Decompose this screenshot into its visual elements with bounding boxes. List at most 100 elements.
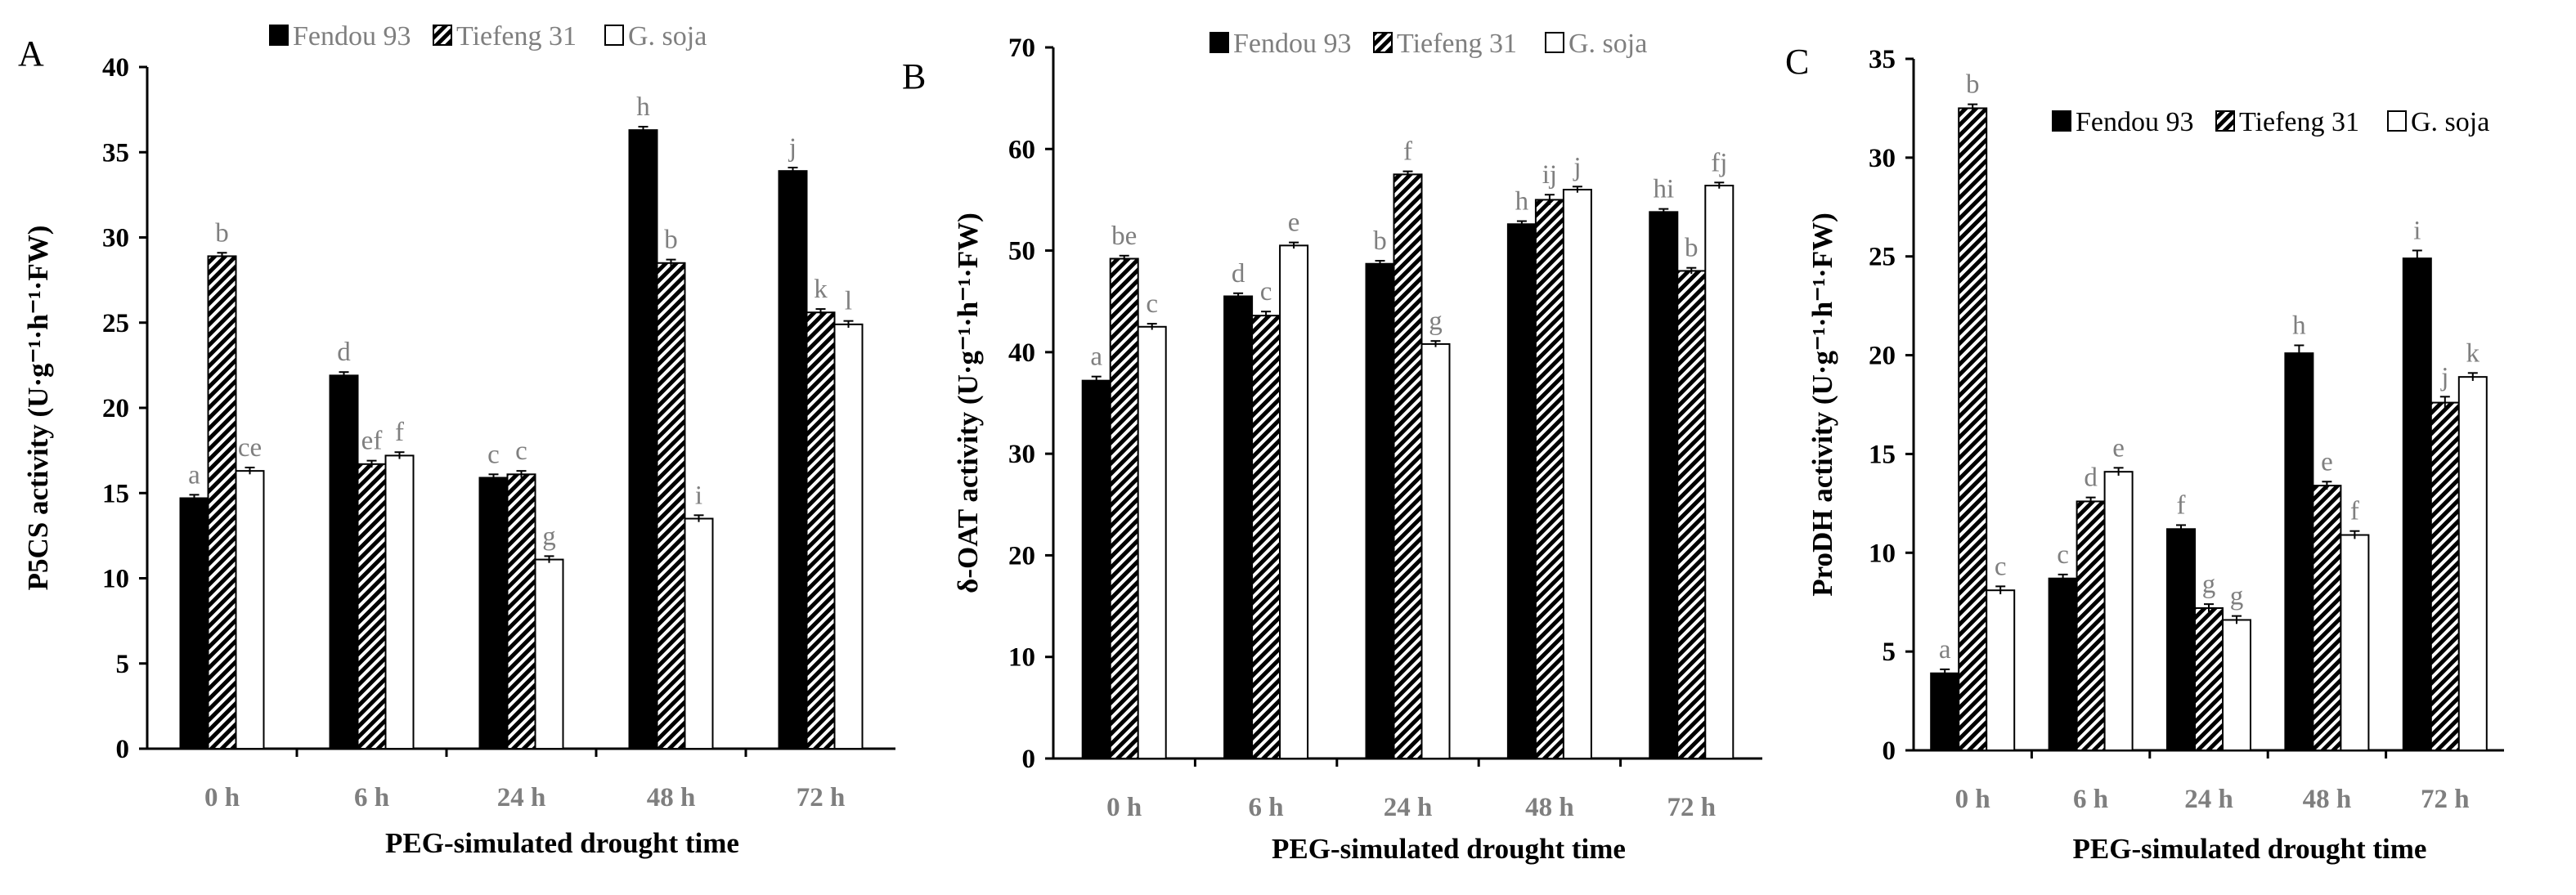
significance-label: f (2350, 497, 2359, 526)
bar-tiefeng-31 (357, 463, 387, 750)
significance-label: l (845, 287, 852, 316)
bar-g-soja (1986, 589, 2016, 751)
significance-label: e (1288, 208, 1300, 238)
significance-label: c (2057, 540, 2069, 570)
bar-fendou-93 (1649, 211, 1679, 760)
bar-fendou-93 (778, 170, 808, 750)
legend-swatch (2052, 110, 2071, 132)
significance-label: e (2321, 447, 2333, 477)
legend-swatch (1545, 32, 1564, 53)
legend-label: Tiefeng 31 (2239, 107, 2359, 137)
significance-label: k (814, 275, 828, 304)
y-tick-label: 10 (1008, 643, 1035, 673)
x-axis-title: PEG-simulated drought time (2073, 833, 2427, 865)
legend: Fendou 93 Tiefeng 31 G. soja (269, 21, 707, 51)
y-tick-label: 70 (1008, 34, 1035, 63)
significance-label: k (2466, 338, 2480, 368)
bar-fendou-93 (2048, 577, 2078, 751)
significance-label: h (636, 92, 650, 122)
significance-label: b (1685, 234, 1699, 263)
x-tick-label: 24 h (2184, 785, 2233, 814)
legend-swatch (269, 25, 289, 46)
bar-g-soja (684, 517, 714, 750)
x-tick-label: 48 h (2303, 785, 2352, 814)
bar-tiefeng-31 (1251, 315, 1281, 760)
bar-g-soja (1562, 189, 1592, 759)
significance-label: h (1515, 187, 1529, 217)
x-tick-label: 24 h (497, 783, 546, 812)
bar-tiefeng-31 (1676, 270, 1707, 759)
significance-label: c (1995, 552, 2007, 581)
y-tick-label: 0 (1022, 745, 1036, 774)
legend-swatch (1373, 32, 1393, 53)
bar-fendou-93 (628, 129, 658, 750)
bar-g-soja (534, 558, 564, 750)
y-tick-label: 30 (102, 224, 129, 253)
panel-letter: B (902, 56, 926, 96)
significance-label: d (1232, 259, 1245, 289)
bar-fendou-93 (1506, 223, 1537, 759)
significance-label: fj (1711, 148, 1727, 177)
y-tick-label: 20 (1008, 541, 1035, 571)
bar-fendou-93 (1365, 262, 1395, 759)
significance-label: j (1573, 152, 1581, 181)
significance-label: g (2202, 570, 2216, 599)
legend-label: G. soja (2411, 107, 2489, 137)
x-tick-label: 72 h (797, 783, 846, 812)
significance-label: e (2112, 433, 2125, 463)
bar-tiefeng-31 (1109, 257, 1139, 759)
significance-label: f (2177, 490, 2186, 520)
y-tick-label: 10 (102, 565, 129, 594)
bar-fendou-93 (2284, 352, 2314, 751)
y-tick-label: 15 (1869, 440, 1896, 469)
significance-label: c (515, 436, 527, 466)
significance-label: g (542, 521, 556, 551)
legend-label: Fendou 93 (2076, 107, 2194, 137)
bar-tiefeng-31 (2076, 500, 2106, 751)
bar-tiefeng-31 (1958, 107, 1988, 751)
significance-label: g (1429, 307, 1443, 336)
chart-panel-b: B 0 10 20 30 40 50 60 70 0 h 6 h 24 h 48 h 72 h a d b h hi… (902, 29, 1762, 865)
y-tick-label: 40 (1008, 338, 1035, 368)
y-tick-label: 25 (102, 309, 129, 338)
bar-tiefeng-31 (207, 255, 237, 750)
y-tick-label: 5 (1883, 638, 1896, 667)
bar-tiefeng-31 (506, 473, 536, 750)
y-tick-label: 0 (116, 735, 130, 764)
bar-g-soja (1137, 325, 1167, 759)
significance-label: a (188, 460, 200, 490)
x-tick-label: 72 h (1667, 793, 1716, 822)
y-tick-label: 30 (1008, 440, 1035, 469)
legend-label: Tiefeng 31 (456, 21, 577, 51)
x-axis-title: PEG-simulated drought time (1272, 833, 1626, 865)
x-tick-label: 72 h (2421, 785, 2470, 814)
significance-label: h (2292, 311, 2306, 340)
significance-label: ef (361, 427, 383, 456)
significance-label: f (1403, 137, 1412, 167)
bar-fendou-93 (2166, 528, 2196, 752)
panel-letter: A (18, 34, 44, 74)
significance-label: a (1090, 342, 1102, 372)
bar-fendou-93 (1081, 379, 1111, 759)
bar-g-soja (1420, 342, 1451, 759)
bar-g-soja (2222, 619, 2251, 751)
x-tick-label: 48 h (647, 783, 696, 812)
significance-label: d (337, 338, 351, 367)
y-tick-label: 20 (102, 394, 129, 423)
legend-swatch (433, 25, 452, 46)
bar-g-soja (2103, 471, 2134, 751)
bar-g-soja (2340, 534, 2370, 751)
x-tick-label: 6 h (1249, 793, 1284, 822)
significance-label: ce (238, 433, 262, 463)
significance-label: b (1373, 226, 1387, 256)
y-tick-label: 20 (1869, 342, 1896, 371)
x-tick-label: 0 h (1955, 785, 1990, 814)
bar-fendou-93 (478, 477, 509, 750)
bar-tiefeng-31 (656, 262, 686, 750)
significance-label: i (695, 481, 702, 510)
y-tick-label: 35 (102, 138, 129, 168)
bar-g-soja (1279, 244, 1309, 760)
y-tick-label: 25 (1869, 243, 1896, 272)
y-tick-label: 5 (116, 650, 130, 679)
x-tick-label: 0 h (1106, 793, 1142, 822)
